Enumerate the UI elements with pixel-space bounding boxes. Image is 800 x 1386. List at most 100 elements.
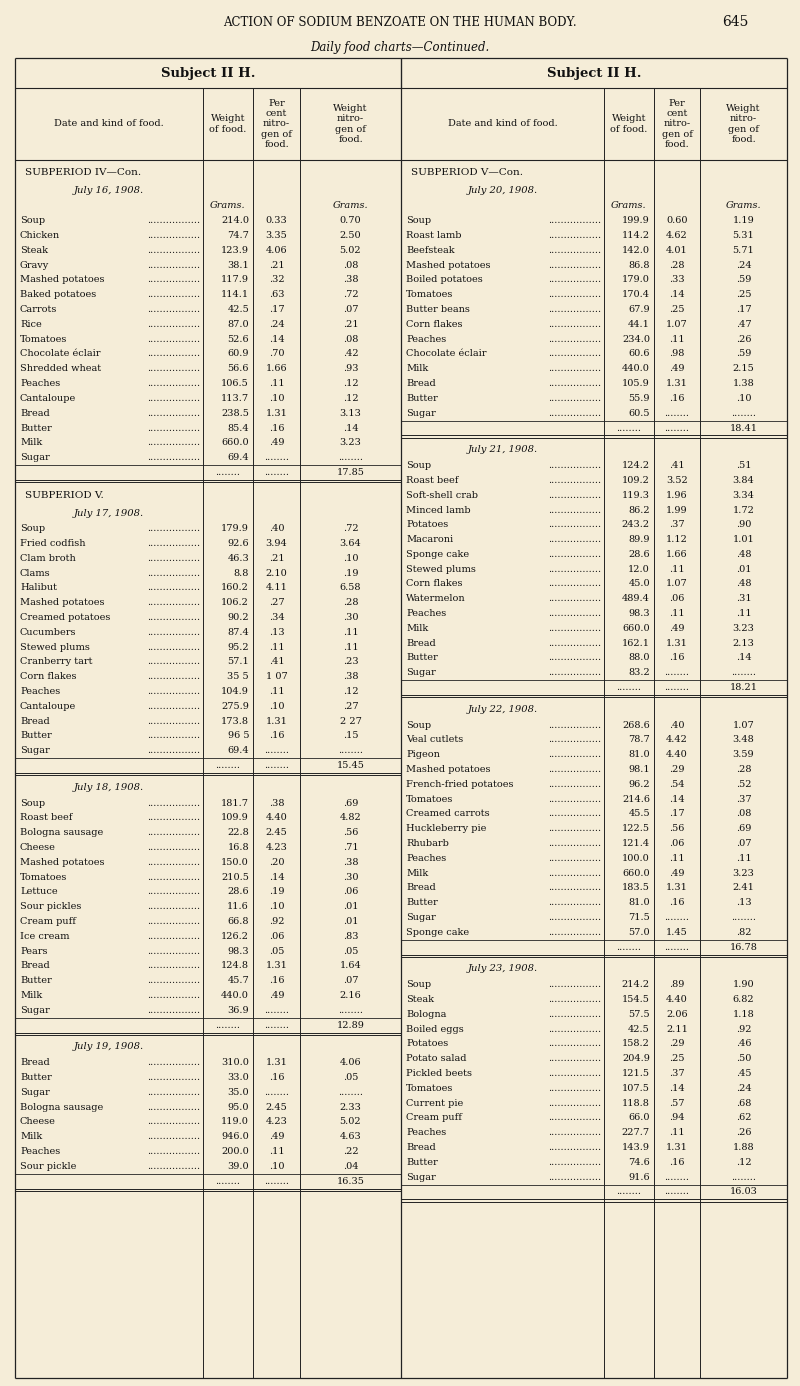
Text: .10: .10 [342,554,358,563]
Text: 106.5: 106.5 [222,380,249,388]
Text: Soup: Soup [20,216,45,226]
Text: .................: ................. [147,245,200,255]
Text: 69.4: 69.4 [227,746,249,755]
Text: .17: .17 [269,305,284,315]
Text: .................: ................. [147,918,200,926]
Text: 1 07: 1 07 [266,672,287,682]
Text: .11: .11 [269,687,284,696]
Text: .................: ................. [147,539,200,547]
Text: 1.31: 1.31 [266,1059,287,1067]
Text: Butter: Butter [406,1157,438,1167]
Text: 86.2: 86.2 [628,506,650,514]
Text: ........: ........ [215,468,241,477]
Text: .................: ................. [548,1113,601,1123]
Text: .25: .25 [736,290,751,299]
Text: 3.84: 3.84 [733,475,754,485]
Text: 1.66: 1.66 [266,365,287,373]
Text: 4.40: 4.40 [666,750,688,760]
Text: .................: ................. [147,887,200,897]
Text: Carrots: Carrots [20,305,58,315]
Text: .14: .14 [269,873,284,881]
Text: .17: .17 [736,305,751,315]
Text: Bread: Bread [406,380,436,388]
Text: .54: .54 [670,780,685,789]
Text: 35.0: 35.0 [227,1088,249,1096]
Text: .40: .40 [670,721,685,729]
Text: 36.9: 36.9 [227,1006,249,1015]
Text: .56: .56 [670,825,685,833]
Text: ........: ........ [665,942,690,952]
Text: 1.99: 1.99 [666,506,688,514]
Text: .................: ................. [147,524,200,534]
Text: 39.0: 39.0 [227,1161,249,1171]
Text: 69.4: 69.4 [227,453,249,462]
Text: .24: .24 [736,261,751,270]
Text: Pickled beets: Pickled beets [406,1069,472,1078]
Text: 67.9: 67.9 [628,305,650,315]
Text: Bread: Bread [20,409,50,417]
Text: 105.9: 105.9 [622,380,650,388]
Text: .05: .05 [343,947,358,956]
Text: 22.8: 22.8 [227,829,249,837]
Text: 16.78: 16.78 [730,942,758,952]
Text: Roast beef: Roast beef [406,475,458,485]
Text: .15: .15 [342,732,358,740]
Text: 645: 645 [722,15,748,29]
Text: Sugar: Sugar [406,668,436,678]
Text: .16: .16 [670,1157,685,1167]
Text: .................: ................. [548,305,601,315]
Text: 4.40: 4.40 [666,995,688,1003]
Text: 4.40: 4.40 [266,814,287,822]
Text: 1.01: 1.01 [733,535,754,545]
Text: Sugar: Sugar [406,409,436,417]
Text: .21: .21 [342,320,358,328]
Text: 74.7: 74.7 [227,231,249,240]
Text: .50: .50 [736,1055,751,1063]
Text: .................: ................. [548,1069,601,1078]
Text: .34: .34 [269,613,284,622]
Text: .38: .38 [342,858,358,866]
Text: July 16, 1908.: July 16, 1908. [74,186,144,194]
Text: 28.6: 28.6 [628,550,650,559]
Text: .................: ................. [147,657,200,667]
Text: 6.82: 6.82 [733,995,754,1003]
Text: ........: ........ [617,424,642,432]
Text: 143.9: 143.9 [622,1143,650,1152]
Text: 3.23: 3.23 [733,869,754,877]
Text: 124.8: 124.8 [221,962,249,970]
Text: 66.8: 66.8 [227,918,249,926]
Text: ........: ........ [215,761,241,771]
Text: .................: ................. [147,1073,200,1082]
Text: ........: ........ [215,1177,241,1185]
Text: 66.0: 66.0 [629,1113,650,1123]
Text: July 18, 1908.: July 18, 1908. [74,783,144,791]
Text: .01: .01 [342,902,358,912]
Text: .................: ................. [548,564,601,574]
Text: .16: .16 [269,1073,284,1082]
Text: 214.2: 214.2 [622,980,650,990]
Text: 3.59: 3.59 [733,750,754,760]
Text: Bread: Bread [406,639,436,647]
Text: 1.64: 1.64 [340,962,362,970]
Text: Cream puff: Cream puff [20,918,76,926]
Text: .49: .49 [269,991,284,1001]
Text: .................: ................. [548,825,601,833]
Text: .49: .49 [269,1132,284,1141]
Text: 3.35: 3.35 [266,231,287,240]
Text: .16: .16 [670,394,685,403]
Text: 2.06: 2.06 [666,1010,688,1019]
Text: .14: .14 [669,794,685,804]
Text: Sugar: Sugar [406,1173,436,1182]
Text: .................: ................. [548,1143,601,1152]
Text: Veal cutlets: Veal cutlets [406,736,463,744]
Text: 2.11: 2.11 [666,1024,688,1034]
Text: .................: ................. [147,746,200,755]
Text: .33: .33 [669,276,685,284]
Text: Ice cream: Ice cream [20,931,70,941]
Text: .37: .37 [669,1069,685,1078]
Text: .92: .92 [269,918,284,926]
Text: 1.72: 1.72 [733,506,754,514]
Text: 1.88: 1.88 [733,1143,754,1152]
Text: 200.0: 200.0 [222,1148,249,1156]
Text: 44.1: 44.1 [628,320,650,328]
